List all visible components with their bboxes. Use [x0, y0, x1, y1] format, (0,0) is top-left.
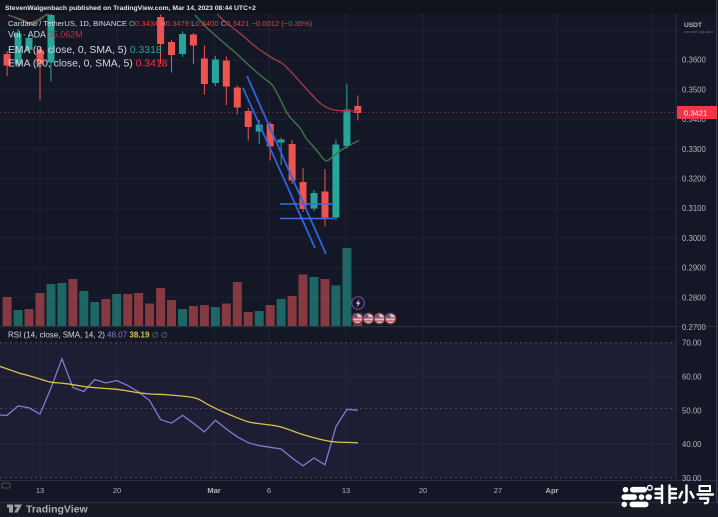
svg-text:Apr: Apr	[546, 486, 559, 495]
svg-text:0.3500: 0.3500	[682, 85, 707, 94]
svg-text:0.3300: 0.3300	[682, 145, 707, 154]
svg-text:0.3200: 0.3200	[682, 175, 707, 184]
svg-text:Cardano / TetherUS, 1D, BINANC: Cardano / TetherUS, 1D, BINANCE O0.3434 …	[8, 19, 313, 28]
svg-text:0.3100: 0.3100	[682, 204, 707, 213]
svg-text:20: 20	[419, 486, 427, 495]
svg-text:Vol · ADA 35.062M: Vol · ADA 35.062M	[8, 30, 83, 40]
svg-text:0.2700: 0.2700	[682, 323, 707, 332]
svg-text:13: 13	[36, 486, 44, 495]
svg-text:StevenWalgenbach published on: StevenWalgenbach published on TradingVie…	[5, 5, 256, 12]
svg-text:RSI (14, close, SMA, 14, 2) 48: RSI (14, close, SMA, 14, 2) 48.07 38.19 …	[8, 331, 168, 340]
svg-text:Mar: Mar	[207, 486, 220, 495]
svg-text:TradingView: TradingView	[26, 504, 88, 516]
svg-text:40.00: 40.00	[682, 440, 702, 449]
svg-text:27: 27	[494, 486, 502, 495]
svg-text:70.00: 70.00	[682, 339, 702, 348]
svg-text:60.00: 60.00	[682, 372, 702, 381]
svg-text:EMA (20, close, 0, SMA, 5) 0.3: EMA (20, close, 0, SMA, 5) 0.3418	[8, 59, 168, 70]
svg-text:0.2900: 0.2900	[682, 264, 707, 273]
svg-text:50.00: 50.00	[682, 406, 702, 415]
svg-text:0.3600: 0.3600	[682, 56, 707, 65]
svg-text:0.3000: 0.3000	[682, 234, 707, 243]
svg-text:0.3421: 0.3421	[684, 109, 707, 118]
svg-text:USDT: USDT	[684, 22, 702, 29]
svg-text:20: 20	[113, 486, 121, 495]
svg-text:0.3400: 0.3400	[682, 115, 707, 124]
svg-text:EMA (9, close, 0, SMA, 5) 0.33: EMA (9, close, 0, SMA, 5) 0.3318	[8, 45, 162, 56]
svg-text:30.00: 30.00	[682, 474, 702, 483]
svg-text:13: 13	[342, 486, 350, 495]
svg-text:6: 6	[267, 486, 271, 495]
svg-text:percent log auto: percent log auto	[684, 29, 713, 34]
svg-text:0.2800: 0.2800	[682, 293, 707, 302]
